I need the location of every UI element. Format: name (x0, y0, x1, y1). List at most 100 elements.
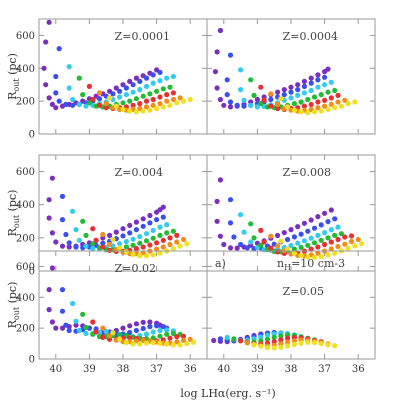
data-point (56, 46, 62, 52)
data-point (120, 100, 126, 106)
data-point (248, 239, 254, 245)
data-point (100, 240, 106, 246)
data-point (150, 102, 156, 108)
data-point (147, 212, 153, 219)
y-tick-label: 0 (29, 130, 35, 141)
data-point (73, 227, 79, 233)
data-point (164, 222, 170, 228)
data-point (157, 333, 163, 339)
x-tick-label: 37 (318, 364, 331, 375)
data-point (177, 95, 183, 101)
data-point (322, 103, 328, 109)
data-point (170, 96, 176, 103)
data-point (251, 92, 257, 98)
data-point (251, 342, 257, 348)
data-point (332, 232, 338, 238)
data-point (342, 241, 348, 247)
data-point (180, 98, 187, 104)
data-point (150, 235, 156, 241)
data-points (46, 265, 197, 348)
data-point (46, 19, 52, 25)
data-point (143, 340, 150, 346)
data-point (46, 197, 52, 203)
data-point (147, 319, 153, 325)
data-point (328, 79, 334, 85)
data-point (345, 101, 351, 107)
data-point (123, 85, 129, 91)
data-point (305, 228, 311, 234)
data-point (258, 334, 264, 340)
data-point (133, 219, 139, 225)
data-point (318, 222, 324, 228)
data-point (59, 193, 66, 199)
data-point (241, 229, 247, 235)
data-point (133, 246, 139, 252)
data-point (113, 103, 119, 109)
data-point (133, 327, 139, 334)
data-point (70, 208, 76, 214)
data-point (342, 234, 348, 240)
data-point (46, 215, 52, 221)
data-point (59, 308, 66, 314)
data-point (325, 66, 331, 72)
data-point (103, 101, 109, 107)
data-point (117, 245, 123, 251)
data-point (244, 245, 250, 251)
data-point (46, 287, 52, 293)
data-point (308, 246, 314, 252)
data-point (96, 96, 103, 102)
data-point (143, 75, 150, 81)
data-point (338, 231, 344, 237)
data-point (53, 90, 59, 96)
data-point (184, 341, 190, 347)
data-point (170, 90, 176, 96)
data-point (322, 74, 328, 80)
data-point (184, 241, 190, 247)
data-point (164, 341, 170, 347)
panel-1: Z=0.0001 (38, 18, 208, 135)
panel-label: Z=0.0001 (115, 30, 170, 43)
data-point (143, 83, 150, 89)
data-point (174, 239, 180, 245)
data-point (66, 244, 72, 250)
data-point (127, 335, 133, 341)
data-point (214, 198, 220, 204)
data-point (140, 325, 146, 332)
data-point (221, 241, 227, 248)
data-point (133, 227, 139, 233)
data-point (164, 230, 170, 236)
data-point (348, 238, 355, 245)
data-point (150, 329, 156, 335)
data-point (174, 232, 180, 238)
data-point (301, 238, 307, 244)
data-point (248, 221, 254, 227)
data-point (160, 204, 166, 210)
data-point (143, 238, 150, 244)
data-point (305, 242, 311, 248)
data-point (73, 244, 79, 250)
data-point (137, 101, 143, 107)
data-point (66, 64, 72, 70)
data-point (59, 243, 66, 249)
data-point (130, 236, 136, 242)
data-point (167, 84, 173, 90)
data-point (359, 241, 365, 247)
data-point (53, 105, 59, 111)
panel-label: Z=0.02 (115, 262, 156, 275)
data-point (221, 102, 227, 108)
y-tick-label: 600 (16, 31, 35, 42)
data-point (328, 227, 334, 233)
data-point (261, 97, 267, 103)
data-point (271, 334, 277, 340)
data-point (76, 327, 82, 334)
data-point (160, 237, 166, 243)
data-point (238, 241, 244, 248)
data-point (227, 197, 234, 203)
data-point (291, 234, 297, 240)
data-point (123, 249, 129, 255)
data-point (53, 239, 59, 245)
data-point (117, 336, 123, 342)
data-point (264, 332, 271, 338)
data-point (275, 101, 281, 107)
